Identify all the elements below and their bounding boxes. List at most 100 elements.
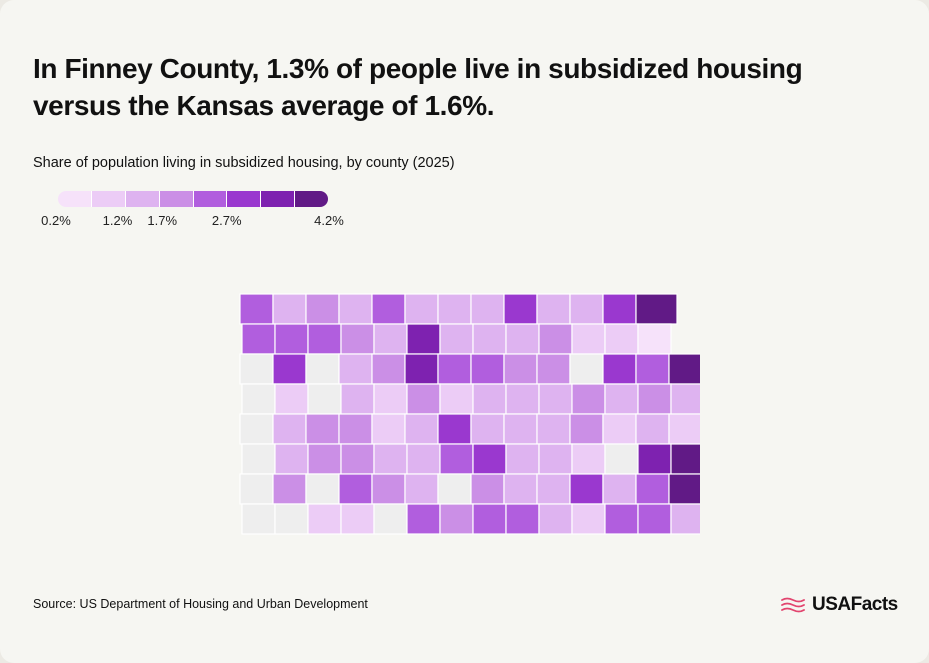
county-6-1 [272,473,307,505]
county-7-11 [604,503,639,535]
county-7-4 [373,503,408,535]
county-2-12 [635,353,670,385]
county-3-3 [340,383,375,415]
county-7-3 [340,503,375,535]
county-6-10 [569,473,604,505]
county-0-10 [569,293,604,325]
county-6-5 [404,473,439,505]
county-5-8 [505,443,540,475]
county-4-5 [404,413,439,445]
county-1-7 [472,323,507,355]
county-4-0 [239,413,274,445]
county-5-10 [571,443,606,475]
county-6-7 [470,473,505,505]
county-4-3 [338,413,373,445]
county-0-9 [536,293,571,325]
county-6-0 [239,473,274,505]
county-0-0 [239,293,274,325]
county-7-10 [571,503,606,535]
county-4-1 [272,413,307,445]
legend-swatch-7 [295,191,328,207]
usafacts-logo: USAFacts [780,594,898,616]
source-note: Source: US Department of Housing and Urb… [33,597,368,611]
county-5-12 [637,443,672,475]
headline: In Finney County, 1.3% of people live in… [33,50,853,124]
county-3-0 [241,383,276,415]
county-5-6 [439,443,474,475]
legend-label-3: 2.7% [211,213,242,228]
county-7-9 [538,503,573,535]
county-0-7 [470,293,505,325]
map-subtitle: Share of population living in subsidized… [33,155,455,171]
county-0-1 [272,293,307,325]
legend-labels: 0.2% 1.2% 1.7% 2.7% 4.2% [0,213,400,233]
county-5-0 [241,443,276,475]
county-1-10 [571,323,606,355]
county-5-7 [472,443,507,475]
county-6-12 [635,473,670,505]
county-7-2 [307,503,342,535]
county-0-2 [305,293,340,325]
county-6-9 [536,473,571,505]
county-0-6 [437,293,472,325]
county-1-1 [274,323,309,355]
headline-line-2: versus the Kansas average of 1.6%. [33,90,495,121]
county-4-4 [371,413,406,445]
county-3-13 [670,383,700,415]
legend-label-0: 0.2% [41,213,71,228]
county-3-11 [604,383,639,415]
legend-swatch-4 [193,191,228,207]
county-1-2 [307,323,342,355]
county-2-4 [371,353,406,385]
county-7-0 [241,503,276,535]
legend-swatch-2 [125,191,160,207]
county-5-9 [538,443,573,475]
county-1-9 [538,323,573,355]
county-6-3 [338,473,373,505]
county-3-8 [505,383,540,415]
county-4-6 [437,413,472,445]
county-0-11 [602,293,637,325]
county-5-11 [604,443,639,475]
county-1-0 [241,323,276,355]
legend-swatch-0 [58,191,92,207]
county-1-3 [340,323,375,355]
county-3-7 [472,383,507,415]
county-1-11 [604,323,639,355]
brand-name: USAFacts [812,594,898,615]
county-2-10 [569,353,604,385]
county-4-9 [536,413,571,445]
county-0-8 [503,293,538,325]
county-2-11 [602,353,637,385]
county-0-12 [635,293,678,325]
county-5-5 [406,443,441,475]
county-4-10 [569,413,604,445]
county-2-7 [470,353,505,385]
county-6-13 [668,473,700,505]
county-2-3 [338,353,373,385]
county-3-5 [406,383,441,415]
county-4-7 [470,413,505,445]
county-7-13 [670,503,700,535]
county-2-9 [536,353,571,385]
legend-swatch-6 [261,191,296,207]
county-7-6 [439,503,474,535]
legend-label-2: 1.7% [147,213,178,228]
county-7-5 [406,503,441,535]
legend-label-4: 4.2% [314,213,344,228]
county-6-11 [602,473,637,505]
county-1-5 [406,323,441,355]
county-2-2 [305,353,340,385]
county-3-10 [571,383,606,415]
legend-label-1: 1.2% [102,213,133,228]
county-3-2 [307,383,342,415]
county-6-8 [503,473,538,505]
county-5-3 [340,443,375,475]
county-1-8 [505,323,540,355]
county-6-4 [371,473,406,505]
legend-swatch-5 [227,191,262,207]
county-2-5 [404,353,439,385]
county-5-2 [307,443,342,475]
county-3-6 [439,383,474,415]
